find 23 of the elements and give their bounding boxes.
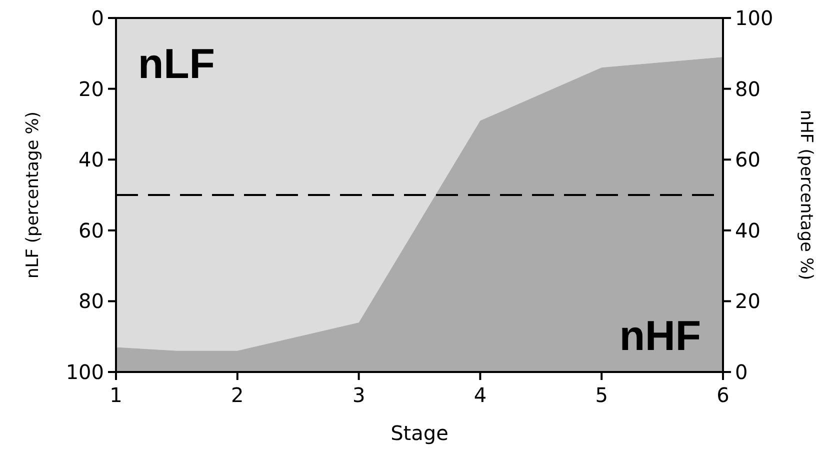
x-axis-title: Stage <box>390 421 448 445</box>
x-tick-label: 5 <box>595 383 608 407</box>
y-axis-title: nLF (percentage %) <box>23 111 43 279</box>
series-label: nHF <box>619 312 701 359</box>
x-tick-label: 2 <box>231 383 244 407</box>
y-tick-label: 20 <box>78 76 104 101</box>
x-tick-label: 1 <box>110 383 122 407</box>
y2-tick-label: 80 <box>735 76 760 101</box>
x-tick-label: 4 <box>474 383 487 407</box>
y2-tick-label: 40 <box>735 218 760 242</box>
x-tick-label: 3 <box>352 383 366 407</box>
y-tick-label: 0 <box>91 6 104 30</box>
series-label: nLF <box>138 40 215 87</box>
x-tick-label: 6 <box>716 383 730 407</box>
y2-tick-label: 20 <box>735 289 760 314</box>
y-tick-label: 80 <box>78 289 104 314</box>
y2-tick-label: 0 <box>735 360 748 384</box>
y-tick-label: 60 <box>78 218 104 242</box>
y-tick-label: 100 <box>66 360 104 384</box>
y2-axis-title: nHF (percentage %) <box>796 110 816 280</box>
y2-tick-label: 60 <box>735 148 760 172</box>
y-tick-label: 40 <box>78 148 104 172</box>
y2-tick-label: 100 <box>735 6 774 30</box>
